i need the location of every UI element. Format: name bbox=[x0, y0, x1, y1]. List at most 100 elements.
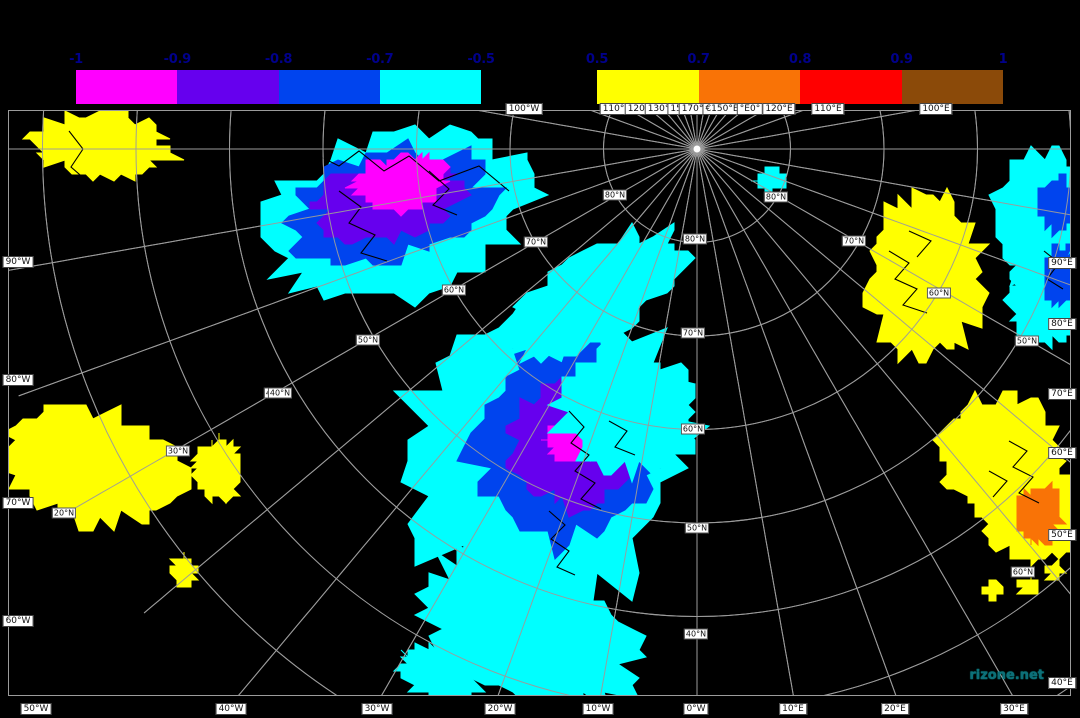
axis-top-label-0: 100°W bbox=[505, 103, 543, 115]
positive-colorbar-tick-4: 1 bbox=[998, 52, 1008, 67]
axis-bottom-label-3: 20°W bbox=[484, 703, 516, 715]
region-arctic-small-cyan bbox=[751, 166, 787, 196]
coastline-0 bbox=[308, 150, 510, 192]
graticule-label-16: 40°N bbox=[267, 387, 293, 399]
graticule-label-10: 50°N bbox=[1014, 335, 1040, 347]
region-small-yellow-c bbox=[1043, 557, 1068, 581]
region-us-patch-b bbox=[168, 552, 200, 588]
axis-left-label-1: 80°W bbox=[2, 374, 34, 386]
watermark: rizone.net bbox=[969, 668, 1044, 683]
region-biscay-small bbox=[414, 670, 459, 695]
axis-left-label-3: 60°W bbox=[2, 615, 34, 627]
negative-colorbar-tick-3: -0.7 bbox=[366, 52, 394, 67]
coastline-7 bbox=[888, 250, 928, 314]
axis-bottom-label-2: 30°W bbox=[361, 703, 393, 715]
region-northwest-canada bbox=[21, 111, 185, 182]
graticule-label-13: 40°N bbox=[683, 628, 709, 640]
map-plot-area: 70°N 80°N 70°N 60°N 50°N 40°N 80°N 80°N 70°N 60°N… bbox=[8, 110, 1071, 696]
graticule-label-2: 70°N bbox=[680, 327, 706, 339]
negative-correlation-colorbar: -1 -0.9 -0.8 -0.7 -0.5 bbox=[69, 52, 495, 104]
graticule-overlay bbox=[9, 111, 1070, 695]
axis-top-label-6: €150°E bbox=[702, 103, 742, 115]
axis-right-label-4: 50°E bbox=[1048, 529, 1076, 541]
graticule-label-17: 60°N bbox=[1010, 566, 1036, 578]
coastline-6 bbox=[68, 130, 96, 242]
graticule-label-9: 60°N bbox=[926, 287, 952, 299]
axis-right-labels: 90°E 80°E 70°E 60°E 50°E 40°E bbox=[0, 110, 1076, 700]
map-panel: 70°N 80°N 70°N 60°N 50°N 40°N 80°N 80°N 70°N 60°N… bbox=[0, 110, 1080, 700]
positive-correlation-colorbar: 0.5 0.7 0.8 0.9 1 bbox=[586, 52, 1008, 104]
coastline-5 bbox=[548, 510, 576, 576]
graticule-label-14: 30°N bbox=[165, 445, 191, 457]
coastline-3 bbox=[568, 410, 602, 510]
region-southwest-usa bbox=[9, 404, 192, 532]
negative-colorbar-swatch-0 bbox=[76, 70, 178, 104]
negative-colorbar-tick-4: -0.5 bbox=[467, 52, 495, 67]
axis-right-label-0: 90°E bbox=[1048, 257, 1076, 269]
graticule-label-7: 80°N bbox=[763, 191, 789, 203]
graticule-label-8: 70°N bbox=[841, 235, 867, 247]
axis-top-label-10: 100°E bbox=[919, 103, 953, 115]
coastline-8 bbox=[908, 230, 932, 258]
positive-colorbar-tick-1: 0.7 bbox=[687, 52, 710, 67]
axis-left-label-2: 70°W bbox=[2, 497, 34, 509]
axis-top-label-7: °E0° bbox=[736, 103, 764, 115]
graticule-label-15: 20°N bbox=[51, 507, 77, 519]
graticule-label-11: 60°N bbox=[680, 423, 706, 435]
positive-colorbar-tick-3: 0.9 bbox=[890, 52, 913, 67]
region-us-patch-a bbox=[189, 433, 242, 505]
positive-colorbar-tick-2: 0.8 bbox=[788, 52, 812, 67]
negative-colorbar-ticks: -1 -0.9 -0.8 -0.7 -0.5 bbox=[69, 52, 495, 70]
positive-colorbar-tick-0: 0.5 bbox=[585, 52, 609, 67]
coastline-10 bbox=[988, 470, 1008, 498]
axis-bottom-labels: 50°W 40°W 30°W 20°W 10°W 0°W 10°E 20°E 30°E bbox=[0, 703, 1080, 715]
axis-left-labels: 90°W 80°W 70°W 60°W bbox=[0, 110, 34, 700]
axis-bottom-label-4: 10°W bbox=[582, 703, 614, 715]
region-norwegian-sea-tongue bbox=[497, 222, 696, 365]
negative-colorbar-tick-0: -1 bbox=[69, 52, 83, 67]
axis-bottom-label-0: 50°W bbox=[20, 703, 52, 715]
axis-right-label-5: 40°E bbox=[1048, 677, 1076, 689]
region-southwest-tongue bbox=[413, 537, 647, 695]
positive-colorbar-swatches bbox=[597, 70, 1003, 104]
coastline-9 bbox=[1008, 440, 1040, 504]
positive-colorbar-swatch-3 bbox=[901, 70, 1003, 104]
axis-left-label-0: 90°W bbox=[2, 256, 34, 268]
graticule-label-3: 60°N bbox=[441, 284, 467, 296]
graticule-label-12: 50°N bbox=[684, 522, 710, 534]
map-graphics bbox=[9, 111, 1070, 695]
axis-top-labels: 100°W110°W120°W130°W150170°W€150°E°E0°12… bbox=[0, 103, 1080, 115]
positive-colorbar-ticks: 0.5 0.7 0.8 0.9 1 bbox=[586, 52, 1008, 70]
axis-top-label-8: 120°E bbox=[762, 103, 796, 115]
positive-colorbar-swatch-2 bbox=[800, 70, 902, 104]
coastline-2 bbox=[428, 170, 458, 216]
negative-colorbar-swatch-1 bbox=[177, 70, 279, 104]
axis-bottom-label-6: 10°E bbox=[779, 703, 807, 715]
region-small-yellow-a bbox=[981, 579, 1004, 602]
axis-bottom-label-1: 40°W bbox=[215, 703, 247, 715]
axis-top-label-9: 110°E bbox=[811, 103, 845, 115]
axis-right-label-3: 60°E bbox=[1048, 447, 1076, 459]
positive-colorbar-swatch-1 bbox=[698, 70, 800, 104]
axis-bottom-label-8: 30°E bbox=[1000, 703, 1028, 715]
region-north-russia bbox=[862, 186, 991, 365]
region-hotspot-small bbox=[1037, 480, 1060, 512]
graticule-label-6: 80°N bbox=[602, 189, 628, 201]
axis-right-label-2: 70°E bbox=[1048, 388, 1076, 400]
graticule-label-1: 80°N bbox=[682, 233, 708, 245]
graticule-label-0: 70°N bbox=[523, 236, 549, 248]
axis-bottom-label-5: 0°W bbox=[683, 703, 709, 715]
axis-right-label-1: 80°E bbox=[1048, 318, 1076, 330]
coastline-1 bbox=[338, 190, 388, 262]
region-kara-sea-blue bbox=[1037, 173, 1070, 239]
negative-colorbar-tick-1: -0.9 bbox=[163, 52, 192, 67]
negative-colorbar-tick-2: -0.8 bbox=[264, 52, 293, 67]
negative-colorbar-swatches bbox=[76, 70, 481, 104]
axis-bottom-label-7: 20°E bbox=[881, 703, 909, 715]
region-baltic-tongue bbox=[546, 341, 696, 484]
negative-colorbar-swatch-2 bbox=[278, 70, 380, 104]
positive-colorbar-swatch-0 bbox=[597, 70, 699, 104]
coastline-4 bbox=[608, 420, 636, 456]
negative-colorbar-swatch-3 bbox=[379, 70, 481, 104]
